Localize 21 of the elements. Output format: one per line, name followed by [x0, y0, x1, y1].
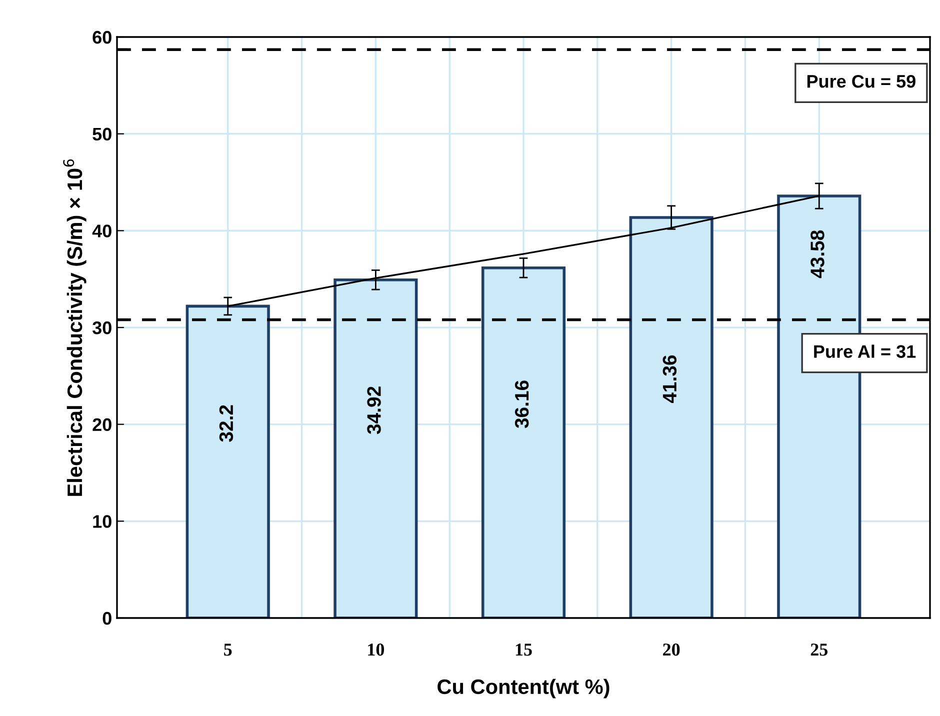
- ref-line-label: Pure Cu = 59: [807, 74, 916, 88]
- y-tick-label: 0: [102, 612, 112, 625]
- data-label: 34.92: [367, 386, 381, 434]
- x-tick-label: 15: [516, 644, 532, 656]
- x-tick-label: 5: [224, 644, 232, 656]
- y-tick-label: 50: [92, 128, 112, 141]
- data-label: 36.16: [514, 380, 529, 428]
- y-tick-label: 10: [93, 515, 112, 528]
- x-tick-label: 10: [368, 644, 384, 656]
- x-tick-label: 20: [663, 644, 680, 656]
- y-tick-label: 60: [92, 30, 112, 44]
- x-axis-title: Cu Content(wt %): [438, 678, 610, 698]
- x-tick-label: 25: [810, 644, 828, 656]
- y-axis-title: Electrical Conductivity (S/m) × 10$^{6}$: [63, 159, 86, 496]
- ref-line-label: Pure Al = 31: [814, 344, 916, 358]
- y-tick-label: 20: [92, 418, 112, 432]
- data-label: 43.58: [810, 230, 824, 278]
- y-tick-label: 30: [92, 321, 112, 334]
- data-label: 32.2: [219, 405, 234, 442]
- y-tick-label: 40: [92, 224, 112, 238]
- data-label: 41.36: [662, 355, 677, 404]
